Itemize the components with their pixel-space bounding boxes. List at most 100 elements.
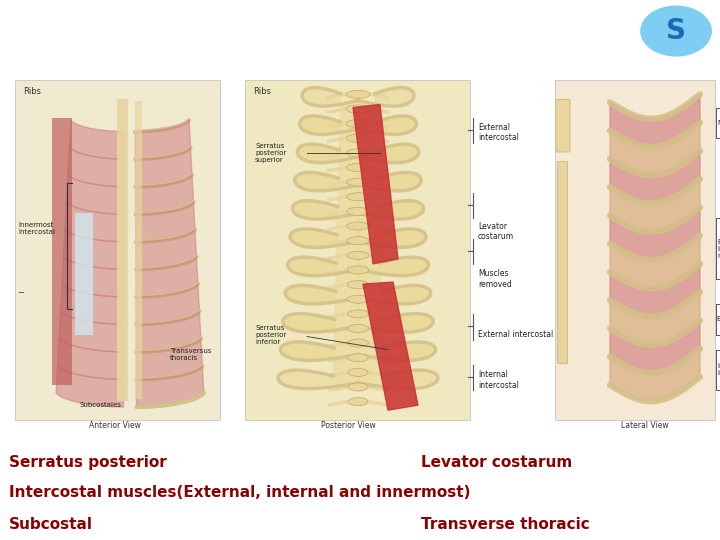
Ellipse shape (347, 207, 369, 215)
Polygon shape (283, 286, 358, 332)
Text: S: S (666, 17, 686, 45)
Polygon shape (135, 174, 194, 214)
Text: Ribs: Ribs (23, 87, 41, 96)
Polygon shape (610, 292, 700, 345)
Polygon shape (136, 366, 204, 407)
FancyBboxPatch shape (556, 99, 570, 152)
Text: Posterior View: Posterior View (320, 421, 375, 430)
Text: Serratus posterior: Serratus posterior (9, 455, 166, 470)
Polygon shape (292, 172, 358, 219)
Polygon shape (56, 366, 124, 407)
Polygon shape (358, 172, 423, 219)
Text: Serratus
posterior
superior: Serratus posterior superior (255, 143, 287, 163)
Text: Internal
intercostal: Internal intercostal (478, 370, 519, 390)
Polygon shape (358, 201, 426, 247)
Polygon shape (287, 229, 358, 275)
Polygon shape (358, 314, 436, 360)
Polygon shape (358, 286, 433, 332)
Polygon shape (610, 235, 700, 288)
Text: Transverse thoracic: Transverse thoracic (421, 517, 590, 532)
Circle shape (641, 6, 711, 56)
FancyBboxPatch shape (52, 118, 72, 385)
Ellipse shape (346, 178, 369, 186)
Polygon shape (610, 207, 700, 260)
Polygon shape (136, 311, 201, 352)
Polygon shape (278, 342, 358, 389)
Polygon shape (66, 174, 125, 214)
Ellipse shape (347, 281, 369, 288)
Text: Manubrium: Manubrium (717, 120, 720, 126)
Text: Body of sternum: Body of sternum (717, 316, 720, 322)
Text: External
intercostal
membrane: External intercostal membrane (717, 239, 720, 259)
Polygon shape (280, 314, 358, 360)
Polygon shape (610, 94, 700, 147)
Polygon shape (58, 339, 124, 380)
Text: Muscles
removed: Muscles removed (478, 269, 512, 289)
Polygon shape (358, 229, 428, 275)
Polygon shape (59, 311, 124, 352)
FancyBboxPatch shape (557, 161, 567, 363)
FancyBboxPatch shape (15, 80, 220, 420)
Polygon shape (135, 202, 195, 242)
Text: External intercostal: External intercostal (478, 330, 553, 339)
Polygon shape (358, 144, 421, 191)
Text: Intercostal muscles(External, internal and innermost): Intercostal muscles(External, internal a… (9, 485, 470, 500)
Ellipse shape (347, 237, 369, 245)
Text: Anterior View: Anterior View (89, 421, 141, 430)
Polygon shape (358, 257, 431, 304)
Ellipse shape (348, 397, 368, 406)
Ellipse shape (346, 149, 369, 157)
Polygon shape (358, 342, 438, 389)
Polygon shape (65, 202, 125, 242)
Text: Levator costarum: Levator costarum (421, 455, 572, 470)
Polygon shape (135, 147, 192, 187)
Ellipse shape (347, 251, 369, 259)
Ellipse shape (347, 193, 369, 201)
Ellipse shape (347, 222, 369, 230)
Text: Ribs: Ribs (253, 87, 271, 96)
Polygon shape (610, 264, 700, 316)
Polygon shape (63, 229, 125, 269)
Text: Serratus
posterior
inferior: Serratus posterior inferior (255, 325, 287, 345)
Polygon shape (294, 144, 358, 191)
Ellipse shape (346, 134, 369, 143)
Polygon shape (68, 147, 125, 187)
Ellipse shape (348, 339, 369, 347)
Ellipse shape (346, 164, 369, 172)
Ellipse shape (348, 383, 368, 391)
Polygon shape (69, 120, 125, 159)
Ellipse shape (346, 90, 370, 98)
Polygon shape (297, 116, 358, 163)
Polygon shape (610, 151, 700, 204)
Text: Internal
intercostal: Internal intercostal (717, 363, 720, 376)
Polygon shape (358, 87, 416, 134)
Ellipse shape (346, 120, 370, 127)
Text: Lateral View: Lateral View (621, 421, 669, 430)
Ellipse shape (347, 266, 369, 274)
Ellipse shape (348, 310, 369, 318)
FancyBboxPatch shape (75, 213, 93, 334)
Ellipse shape (346, 105, 370, 113)
Ellipse shape (347, 295, 369, 303)
Ellipse shape (348, 325, 369, 333)
Polygon shape (60, 284, 124, 325)
Polygon shape (136, 284, 199, 325)
Text: Transversus
thoracis: Transversus thoracis (170, 348, 212, 361)
Polygon shape (300, 87, 358, 134)
Polygon shape (610, 123, 700, 176)
Polygon shape (610, 320, 700, 373)
Polygon shape (62, 256, 124, 297)
Ellipse shape (348, 368, 368, 376)
Polygon shape (136, 229, 197, 269)
Ellipse shape (348, 354, 368, 362)
FancyBboxPatch shape (245, 80, 470, 420)
Text: External
intercostal: External intercostal (478, 123, 519, 143)
Text: Subcostales: Subcostales (79, 402, 121, 408)
FancyBboxPatch shape (555, 80, 715, 420)
Polygon shape (363, 282, 418, 410)
Polygon shape (610, 179, 700, 232)
Polygon shape (285, 257, 358, 304)
Text: 6. MUSCLES OF THE THORACIC WALL: 6. MUSCLES OF THE THORACIC WALL (12, 17, 585, 45)
Polygon shape (136, 339, 202, 380)
Polygon shape (353, 104, 398, 264)
